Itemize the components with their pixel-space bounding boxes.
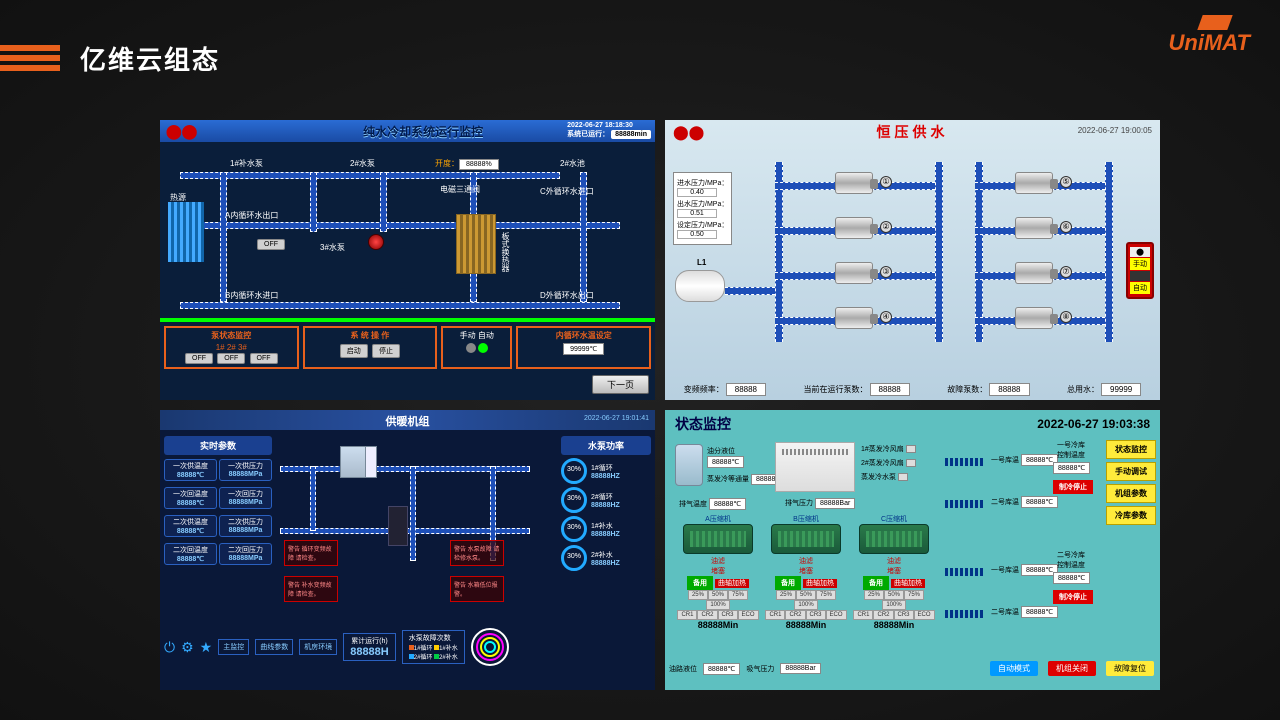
reset-button[interactable]: 故障复位: [1106, 661, 1154, 676]
runtime-box: 累计运行(h)88888H: [343, 633, 396, 661]
tab-main[interactable]: 主监控: [218, 639, 249, 655]
p1-runtime-value: 88888min: [611, 130, 651, 139]
p1-timestamp: 2022-06-27 18:18:30: [567, 122, 651, 129]
warn-3: 警告 水泵故障 请 检修水泵。: [450, 540, 504, 566]
panel-cooling: ⬤⬤ 纯水冷却系统运行监控 2022-06-27 18:18:30 系统已运行：…: [160, 120, 655, 400]
gear-icon[interactable]: ⚙: [181, 639, 194, 656]
oil-tank-icon: [675, 444, 703, 486]
fault-box: 水泵故障次数 1#循环 1#补水 2#循环 2#补水: [402, 630, 465, 664]
nav-status[interactable]: 状态监控: [1106, 440, 1156, 459]
pump-icon: [835, 172, 873, 194]
nav-manual[interactable]: 手动调试: [1106, 462, 1156, 481]
nav-unit[interactable]: 机组参数: [1106, 484, 1156, 503]
brand-logo: UniMAT: [1169, 30, 1250, 56]
page-title: 亿维云组态: [80, 40, 220, 77]
panel-pressure: ⬤⬤ 恒压供水 2022-06-27 19:00:05 进水压力/MPa： 出水…: [665, 120, 1160, 400]
p4-timestamp: 2022-06-27 19:03:38: [1037, 417, 1150, 431]
mode-switch[interactable]: ⬤ 手动 自动: [1126, 242, 1154, 299]
tab-room[interactable]: 机房环境: [299, 639, 337, 655]
pressure-inputs: 进水压力/MPa： 出水压力/MPa： 设定压力/MPa：: [673, 172, 732, 245]
red-indicator: [368, 234, 384, 250]
plate-exchanger-icon: [456, 214, 496, 274]
temp-set-box: 内循环水温设定 99999℃: [516, 326, 651, 369]
warn-1: 警告 循环变频故障 请检查。: [284, 540, 338, 566]
next-page-button[interactable]: 下一页: [592, 375, 649, 394]
tank-icon: [675, 270, 725, 302]
temp-value[interactable]: 99999℃: [563, 343, 604, 355]
stop-button[interactable]: 停止: [372, 344, 400, 358]
in-pressure-input[interactable]: [677, 188, 717, 197]
panel-heating: 供暖机组 2022-06-27 19:01:41 实时参数 一次供温度88888…: [160, 410, 655, 690]
warn-4: 警告 水箱低位报 警。: [450, 576, 504, 602]
p4-title: 状态监控: [675, 414, 731, 434]
off-button[interactable]: OFF: [257, 239, 285, 250]
rings-chart-icon: [471, 628, 509, 666]
shutdown-button[interactable]: 机组关闭: [1048, 661, 1096, 676]
panel-status: 状态监控 2022-06-27 19:03:38 状态监控 手动调试 机组参数 …: [665, 410, 1160, 690]
water-tank-icon: [388, 506, 408, 546]
nav-cold[interactable]: 冷库参数: [1106, 506, 1156, 525]
p2-timestamp: 2022-06-27 19:00:05: [1078, 126, 1152, 135]
star-icon[interactable]: ★: [200, 639, 213, 656]
power-icon[interactable]: ⏻: [164, 639, 175, 656]
logo-icon: [1197, 15, 1232, 30]
start-button[interactable]: 启动: [340, 344, 368, 358]
system-ops-box: 系 统 操 作 启动 停止: [303, 326, 438, 369]
p3-title: 供暖机组: [386, 413, 430, 429]
set-pressure-input[interactable]: [677, 230, 717, 239]
heat-exchanger-icon: [168, 202, 204, 262]
stop-cooling-1[interactable]: 制冷停止: [1053, 480, 1093, 494]
stop-cooling-2[interactable]: 制冷停止: [1053, 590, 1093, 604]
auto-mode-button[interactable]: 自动模式: [990, 661, 1038, 676]
chiller-icon: [775, 442, 855, 492]
accent-bars: [0, 45, 60, 71]
unit-icon: [340, 446, 366, 478]
out-pressure-input[interactable]: [677, 209, 717, 218]
warn-2: 警告 补水变频故障 请检查。: [284, 576, 338, 602]
p2-title: 恒压供水: [877, 122, 949, 142]
pump-status-box: 泵状态监控 1# 2# 3# OFF OFF OFF: [164, 326, 299, 369]
tab-curve[interactable]: 曲线参数: [255, 639, 293, 655]
